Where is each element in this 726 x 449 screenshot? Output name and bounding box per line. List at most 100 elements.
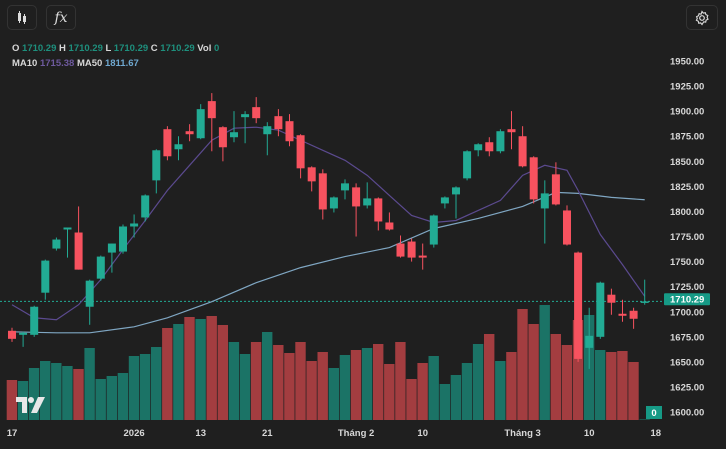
candle-body (263, 126, 272, 135)
price-tick-label: 1625.00 (670, 382, 704, 393)
candle-body (507, 129, 516, 133)
volume-bar (184, 317, 195, 420)
candle-body (307, 167, 316, 182)
candle-body (74, 232, 83, 270)
volume-bar (395, 342, 406, 420)
time-axis-label: 2026 (124, 428, 145, 439)
low-label: L (105, 43, 112, 54)
candlestick-icon (18, 10, 26, 24)
candle (252, 97, 261, 124)
volume-bar (195, 319, 206, 420)
candle-body (618, 313, 627, 316)
candle (63, 227, 72, 258)
volume-bar (628, 362, 639, 420)
candle-body (629, 310, 638, 319)
volume-bar (484, 334, 495, 420)
close-label: C (150, 43, 158, 54)
volume-bar (384, 364, 395, 420)
candle (74, 206, 83, 270)
candle (563, 205, 571, 246)
candle-body (85, 280, 94, 307)
indicators-button[interactable]: fx (46, 5, 76, 30)
candle (640, 279, 649, 305)
candle-body (107, 243, 116, 253)
price-tick-label: 1950.00 (670, 57, 704, 68)
volume-axis-badge (646, 406, 662, 419)
candle-body (540, 193, 549, 209)
candle-body (452, 187, 460, 195)
candle-body (396, 243, 405, 257)
volume-bar (84, 348, 95, 420)
time-axis-label: 18 (651, 428, 662, 439)
candle (318, 169, 327, 220)
volume-bar (106, 376, 117, 420)
volume-bar (128, 356, 140, 420)
volume-value: 0 (214, 43, 220, 54)
volume-bar (262, 332, 273, 420)
candle (429, 214, 438, 248)
candle-body (551, 174, 560, 205)
ohlc-legend: O 1710.29 H 1710.29 L 1710.29 C 1710.29 … (12, 41, 219, 71)
candle (41, 259, 50, 300)
volume-bar (51, 363, 62, 420)
candle (141, 194, 150, 222)
volume-bar (450, 375, 462, 420)
volume-bar (151, 347, 162, 420)
volume-bar (206, 316, 217, 420)
candle (529, 156, 538, 204)
candle (485, 137, 494, 157)
volume-bar (373, 344, 384, 420)
candle (341, 179, 349, 200)
gear-icon (695, 9, 709, 25)
candle-body (574, 252, 583, 359)
price-tick-label: 1925.00 (670, 82, 704, 93)
time-axis-label: Tháng 2 (338, 428, 374, 439)
candle-body (185, 131, 194, 135)
candle-body (640, 301, 649, 303)
candle-body (30, 306, 39, 335)
candle (496, 129, 505, 154)
candle (540, 180, 549, 244)
price-tick-label: 1875.00 (670, 132, 704, 143)
volume-bar (73, 369, 84, 420)
candle-body (341, 183, 349, 191)
volume-bar (239, 354, 251, 420)
price-tick-label: 1725.00 (670, 282, 704, 293)
chart-type-button[interactable] (7, 5, 37, 30)
candle (352, 183, 361, 237)
candle (96, 255, 105, 281)
candle (274, 109, 283, 137)
candle (263, 122, 272, 156)
volume-bar (28, 368, 40, 420)
candle (329, 196, 338, 213)
settings-button[interactable] (686, 5, 718, 30)
candle-body (352, 187, 361, 207)
candle-body (385, 222, 394, 230)
candle-body (252, 107, 261, 119)
fx-icon: fx (54, 9, 68, 26)
candle (196, 104, 205, 140)
candle (618, 299, 627, 322)
candle (607, 288, 616, 315)
candle (596, 281, 605, 339)
volume-bar (639, 419, 650, 420)
volume-bar (40, 361, 51, 420)
volume-bar (295, 342, 306, 420)
candle-body (152, 150, 161, 181)
volume-bar (417, 363, 428, 420)
candle-body (529, 157, 538, 200)
volume-bar (428, 356, 439, 420)
candle-body (196, 109, 205, 139)
candle (30, 305, 39, 337)
candle-body (563, 210, 571, 245)
candle-body (41, 260, 50, 293)
candle (518, 126, 527, 168)
candle-body (141, 195, 150, 218)
candle (307, 166, 316, 192)
candle-body (207, 101, 216, 119)
volume-bar (162, 328, 173, 420)
candle (385, 212, 394, 231)
candle (463, 150, 472, 181)
open-value: 1710.29 (22, 43, 57, 54)
volume-label: Vol (197, 43, 212, 54)
